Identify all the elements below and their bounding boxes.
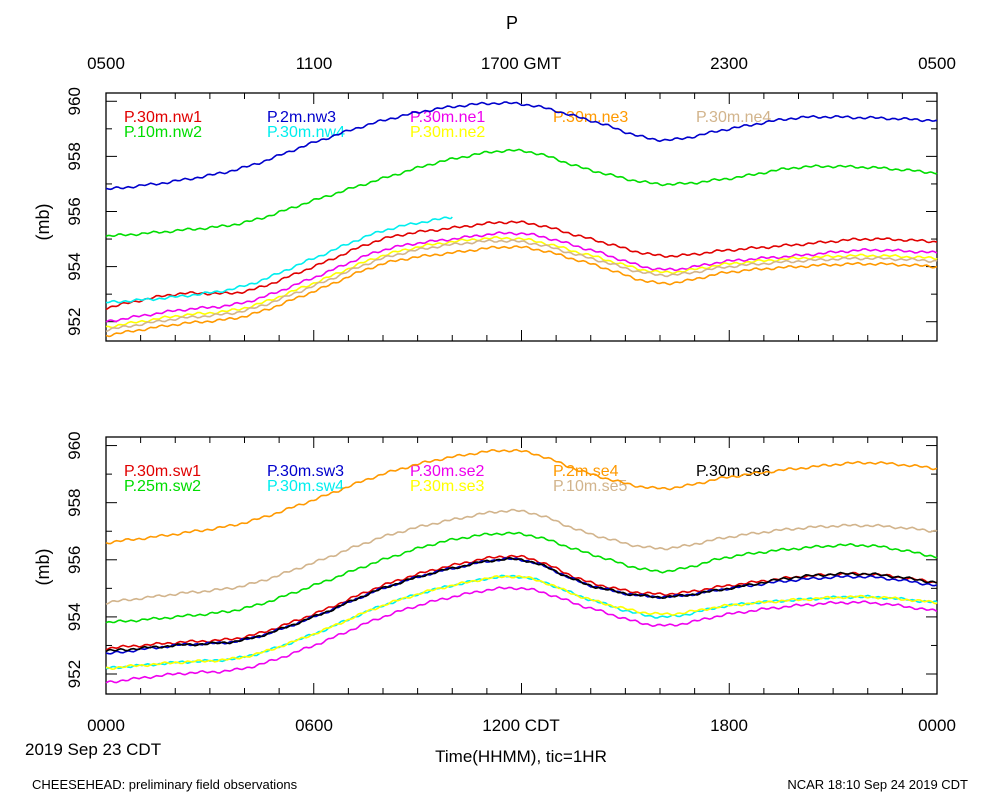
plot-frame xyxy=(105,92,938,342)
legend-ne3: P.30m.ne3 xyxy=(553,109,628,126)
bottom-tick-label: 1200 CDT xyxy=(482,716,559,735)
series-line-p-2m-se4 xyxy=(105,448,938,545)
legend-upper: P.30m.nw1 P.10m.nw2 P.2m.nw3 P.30m.nw4 P… xyxy=(124,109,771,141)
top-tick-label: 0500 xyxy=(918,54,956,73)
series-line-p-30m-se6 xyxy=(105,556,937,653)
y-tick-label: 952 xyxy=(65,660,84,688)
chart-title: P xyxy=(506,13,518,33)
series-line-p-10m-nw2 xyxy=(105,148,938,238)
series-line-p-30m-sw1 xyxy=(105,554,938,651)
plot-frame xyxy=(105,436,938,695)
y-tick-label: 954 xyxy=(65,603,84,631)
series-line-p-30m-ne4 xyxy=(105,239,938,333)
bottom-tick-label: 0600 xyxy=(295,716,333,735)
y-tick-label: 960 xyxy=(65,431,84,459)
bottom-axis-labels: 0000 0600 1200 CDT 1800 0000 xyxy=(87,716,956,735)
legend-nw1: P.30m.nw1 xyxy=(124,109,202,126)
series-line-p-30m-ne3 xyxy=(105,245,938,338)
legend-ne4: P.30m.ne4 xyxy=(696,109,771,126)
legend-lower: P.30m.sw1 P.25m.sw2 P.30m.sw3 P.30m.sw4 … xyxy=(124,463,771,495)
top-tick-label: 0500 xyxy=(87,54,125,73)
y-tick-label: 956 xyxy=(65,197,84,225)
series-line-p-2m-nw3 xyxy=(105,101,938,191)
y-tick-label: 956 xyxy=(65,546,84,574)
x-axis-title: Time(HHMM), tic=1HR xyxy=(435,747,607,766)
top-tick-label: 1100 xyxy=(296,54,333,73)
series-line-p-25m-sw2 xyxy=(105,531,938,624)
y-tick-label: 952 xyxy=(65,308,84,336)
series-line-p-30m-ne2 xyxy=(105,236,938,329)
bottom-tick-label: 0000 xyxy=(87,716,125,735)
upper-panel: (mb) P.30m.nw1 P.10m.nw2 P.2m.nw3 P.30m.… xyxy=(33,87,938,342)
footer-left: CHEESEHEAD: preliminary field observatio… xyxy=(32,777,298,792)
lower-panel: (mb) P.30m.sw1 P.25m.sw2 P.30m.sw3 P.30m… xyxy=(33,431,938,695)
legend-sw3: P.30m.sw3 xyxy=(267,463,344,480)
top-tick-label: 2300 xyxy=(710,54,748,73)
legend-sw2: P.25m.sw2 xyxy=(124,478,201,495)
legend-ne1: P.30m.ne1 xyxy=(410,109,485,126)
series-line-p-30m-ne1 xyxy=(105,231,938,323)
y-axis-label-lower: (mb) xyxy=(33,549,53,586)
series-line-p-30m-se2 xyxy=(105,586,938,684)
y-tick-label: 958 xyxy=(65,142,84,170)
legend-sw1: P.30m.sw1 xyxy=(124,463,201,480)
y-axis-label-upper: (mb) xyxy=(33,204,53,241)
legend-se3: P.30m.se3 xyxy=(410,478,485,495)
bottom-tick-label: 1800 xyxy=(710,716,748,735)
top-tick-label: 1700 GMT xyxy=(481,54,561,73)
footer-right: NCAR 18:10 Sep 24 2019 CDT xyxy=(787,777,968,792)
legend-se2: P.30m.se2 xyxy=(410,463,485,480)
series-line-p-30m-nw1 xyxy=(105,220,937,311)
legend-se5: P.10m.se5 xyxy=(553,478,628,495)
y-tick-label: 954 xyxy=(65,252,84,280)
legend-nw2: P.10m.nw2 xyxy=(124,124,202,141)
legend-sw4: P.30m.sw4 xyxy=(267,478,344,495)
series-line-p-10m-se5 xyxy=(105,508,938,605)
legend-nw4: P.30m.nw4 xyxy=(267,124,345,141)
y-tick-label: 960 xyxy=(65,87,84,115)
date-label: 2019 Sep 23 CDT xyxy=(25,740,161,759)
y-tick-label: 958 xyxy=(65,488,84,516)
series-line-p-30m-se3 xyxy=(105,575,938,670)
legend-se6: P.30m.se6 xyxy=(696,463,771,480)
legend-nw3: P.2m.nw3 xyxy=(267,109,336,126)
legend-ne2: P.30m.ne2 xyxy=(410,124,485,141)
bottom-tick-label: 0000 xyxy=(918,716,956,735)
top-axis-labels: 0500 1100 1700 GMT 2300 0500 xyxy=(87,54,956,73)
series-line-p-30m-nw4 xyxy=(105,216,453,304)
